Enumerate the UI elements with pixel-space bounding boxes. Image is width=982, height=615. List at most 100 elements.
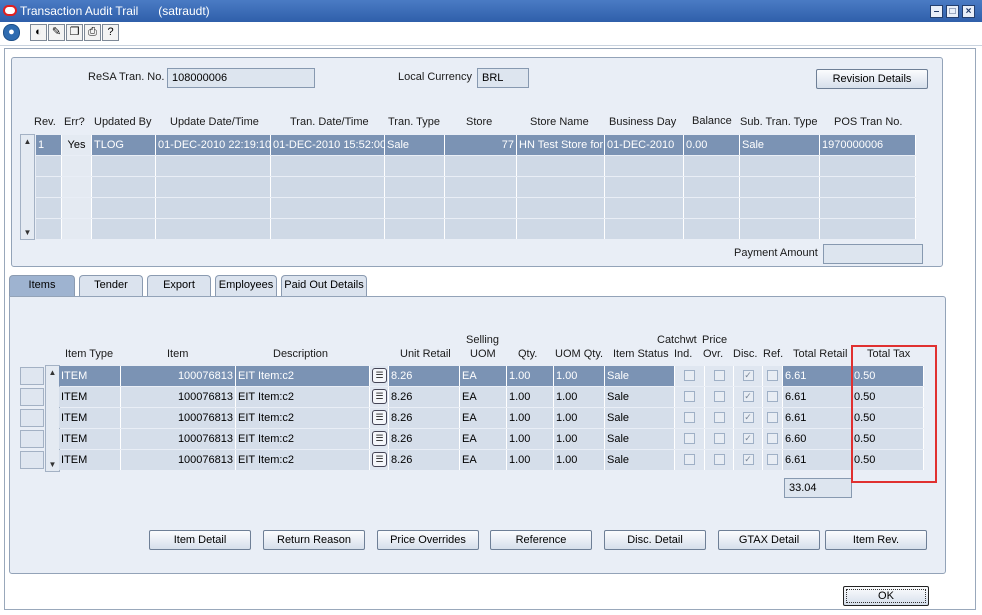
ok-button[interactable]: OK <box>843 586 929 606</box>
memo-icon[interactable]: ☰ <box>372 452 387 467</box>
local-currency-field[interactable]: BRL <box>477 68 529 88</box>
ind-cell <box>675 408 705 428</box>
ind-checkbox[interactable] <box>684 433 695 444</box>
disc-checkbox[interactable]: ✓ <box>742 412 754 423</box>
type-cell: ITEM <box>59 429 121 449</box>
item-row[interactable]: ITEM 100076813 EIT Item:c2 ☰ 8.26 EA 1.00 1.00 S… <box>10 408 926 428</box>
revision-details-button[interactable]: Revision Details <box>816 69 928 89</box>
ref-checkbox[interactable] <box>767 391 778 402</box>
ref-checkbox[interactable] <box>767 433 778 444</box>
globe-icon[interactable]: ● <box>3 24 20 41</box>
col-uom-qty: UOM Qty. <box>555 348 604 360</box>
description-editor-cell: ☰ <box>370 450 389 470</box>
resa-tran-no-field[interactable]: 108000006 <box>167 68 315 88</box>
disc-checkbox[interactable]: ✓ <box>742 433 754 444</box>
ovr-checkbox[interactable] <box>713 454 725 465</box>
revision-row[interactable]: 1 Yes TLOG 01-DEC-2010 22:19:10 01-DEC-2… <box>36 135 916 155</box>
tab-items[interactable]: Items <box>9 275 75 297</box>
ref-checkbox[interactable] <box>767 370 778 381</box>
item-row[interactable]: ITEM 100076813 EIT Item:c2 ☰ 8.26 EA 1.00 1.00 S… <box>10 429 926 449</box>
item-row[interactable]: ITEM 100076813 EIT Item:c2 ☰ 8.26 EA 1.00 1.00 S… <box>10 450 926 470</box>
price-overrides-button[interactable]: Price Overrides <box>377 530 479 550</box>
scroll-down-icon[interactable]: ▼ <box>48 460 57 469</box>
help-icon[interactable]: ? <box>102 24 119 41</box>
reference-button[interactable]: Reference <box>490 530 592 550</box>
uom-qty-cell: 1.00 <box>554 366 605 386</box>
tab-employees[interactable]: Employees <box>215 275 277 296</box>
ind-cell <box>675 450 705 470</box>
gtax-detail-button[interactable]: GTAX Detail <box>718 530 820 550</box>
ovr-checkbox[interactable] <box>713 370 725 381</box>
disc-checkbox[interactable]: ✓ <box>742 391 754 402</box>
unit-retail-cell: 8.26 <box>389 429 460 449</box>
ind-cell <box>675 366 705 386</box>
ref-checkbox[interactable] <box>767 454 778 465</box>
row-handle[interactable] <box>20 367 44 385</box>
ref-checkbox[interactable] <box>767 412 778 423</box>
tab-paid-out-details[interactable]: Paid Out Details <box>281 275 367 296</box>
ind-checkbox[interactable] <box>684 454 695 465</box>
item-detail-button[interactable]: Item Detail <box>149 530 251 550</box>
ind-checkbox[interactable] <box>684 412 695 423</box>
ovr-checkbox[interactable] <box>713 391 725 402</box>
revision-scrollbar[interactable]: ▲ ▼ <box>20 134 35 240</box>
col-rev: Rev. <box>34 116 56 128</box>
scroll-up-icon[interactable]: ▲ <box>23 137 32 146</box>
uom-cell: EA <box>460 408 507 428</box>
col-err: Err? <box>64 116 85 128</box>
resa-tran-no-label: ReSA Tran. No. <box>88 71 165 83</box>
ovr-checkbox[interactable] <box>713 433 725 444</box>
ind-checkbox[interactable] <box>684 391 695 402</box>
col-disc: Disc. <box>733 348 758 360</box>
find-icon[interactable]: ✎ <box>48 24 65 41</box>
maximize-icon[interactable]: □ <box>946 5 959 18</box>
window-title: Transaction Audit Trail (satraudt) <box>20 4 210 18</box>
status-cell: Sale <box>605 429 675 449</box>
disc-checkbox[interactable]: ✓ <box>742 454 754 465</box>
back-icon[interactable]: ◐ <box>30 24 47 41</box>
copy-icon[interactable]: ❐ <box>66 24 83 41</box>
row-handle[interactable] <box>20 451 44 469</box>
ind-checkbox[interactable] <box>684 370 695 381</box>
scroll-up-icon[interactable]: ▲ <box>48 368 57 377</box>
item-row[interactable]: ITEM 100076813 EIT Item:c2 ☰ 8.26 EA 1.00 1.00 S… <box>10 387 926 407</box>
memo-icon[interactable]: ☰ <box>372 410 387 425</box>
unit-retail-cell: 8.26 <box>389 366 460 386</box>
tab-tender[interactable]: Tender <box>79 275 143 296</box>
uom-cell: EA <box>460 450 507 470</box>
type-cell: ITEM <box>59 366 121 386</box>
col-store: Store <box>466 116 493 128</box>
disc-detail-button[interactable]: Disc. Detail <box>604 530 706 550</box>
desc-cell: EIT Item:c2 <box>236 387 370 407</box>
col-pos-tran-no: POS Tran No. <box>834 116 903 128</box>
ovr-checkbox[interactable] <box>713 412 725 423</box>
disc-cell: ✓ <box>734 408 763 428</box>
scroll-down-icon[interactable]: ▼ <box>23 228 32 237</box>
disc-checkbox[interactable]: ✓ <box>742 370 754 381</box>
total-retail-cell: 6.60 <box>783 429 852 449</box>
uom-cell: EA <box>460 387 507 407</box>
description-editor-cell: ☰ <box>370 408 389 428</box>
col-updated-by: Updated By <box>94 116 152 128</box>
item-row[interactable]: ITEM 100076813 EIT Item:c2 ☰ 8.26 EA 1.00 1.00 S… <box>10 366 926 386</box>
print-icon[interactable]: ⎙ <box>84 24 101 41</box>
window-title-text: Transaction Audit Trail <box>20 4 139 18</box>
oracle-logo-icon <box>3 5 17 16</box>
memo-icon[interactable]: ☰ <box>372 368 387 383</box>
empty-row <box>36 198 916 218</box>
minimize-icon[interactable]: – <box>930 5 943 18</box>
row-handle[interactable] <box>20 409 44 427</box>
toolbar: ● ◐ ✎ ❐ ⎙ ? <box>0 22 982 46</box>
ref-cell <box>763 408 783 428</box>
unit-retail-cell: 8.26 <box>389 408 460 428</box>
row-handle[interactable] <box>20 430 44 448</box>
ind-cell <box>675 387 705 407</box>
memo-icon[interactable]: ☰ <box>372 431 387 446</box>
payment-amount-field[interactable] <box>823 244 923 264</box>
tab-export[interactable]: Export <box>147 275 211 296</box>
row-handle[interactable] <box>20 388 44 406</box>
item-rev-button[interactable]: Item Rev. <box>825 530 927 550</box>
memo-icon[interactable]: ☰ <box>372 389 387 404</box>
close-icon[interactable]: × <box>962 5 975 18</box>
return-reason-button[interactable]: Return Reason <box>263 530 365 550</box>
